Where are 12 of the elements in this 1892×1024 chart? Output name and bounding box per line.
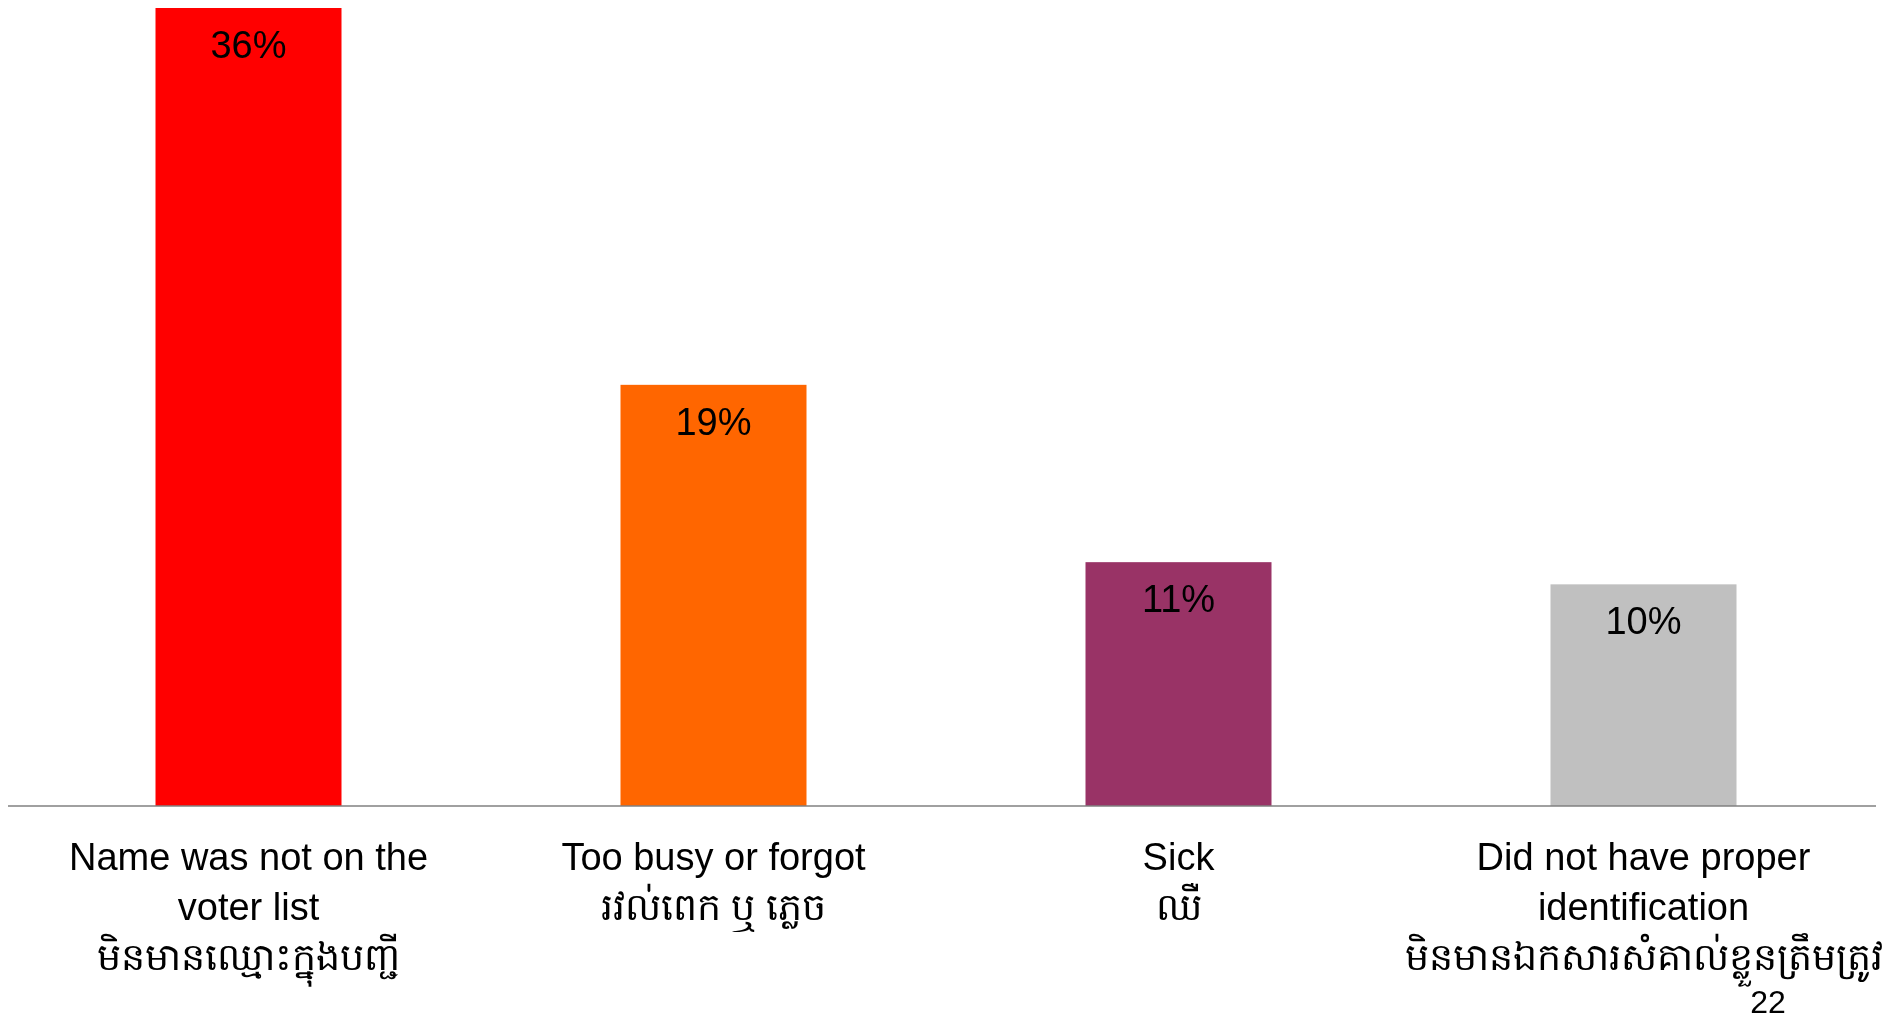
- x-tick-label: Too busy or forgot រវល់ពេក ឬ ភ្លេច: [561, 836, 867, 933]
- data-label: 19%: [675, 400, 752, 443]
- data-label: 36%: [210, 24, 287, 66]
- bar: [1085, 562, 1272, 806]
- bar: [1550, 584, 1737, 806]
- data-label: 10%: [1605, 600, 1682, 643]
- text: 22: [1750, 984, 1786, 1020]
- bar: [620, 384, 807, 806]
- x-tick-label: Sick ឈឺ: [1142, 836, 1216, 928]
- bar: [155, 8, 342, 806]
- x-tick-label: Name was not on the voter list មិនមានឈ្មោះក្នុងបញ្ជី: [68, 836, 429, 987]
- data-label: 11%: [1141, 578, 1216, 621]
